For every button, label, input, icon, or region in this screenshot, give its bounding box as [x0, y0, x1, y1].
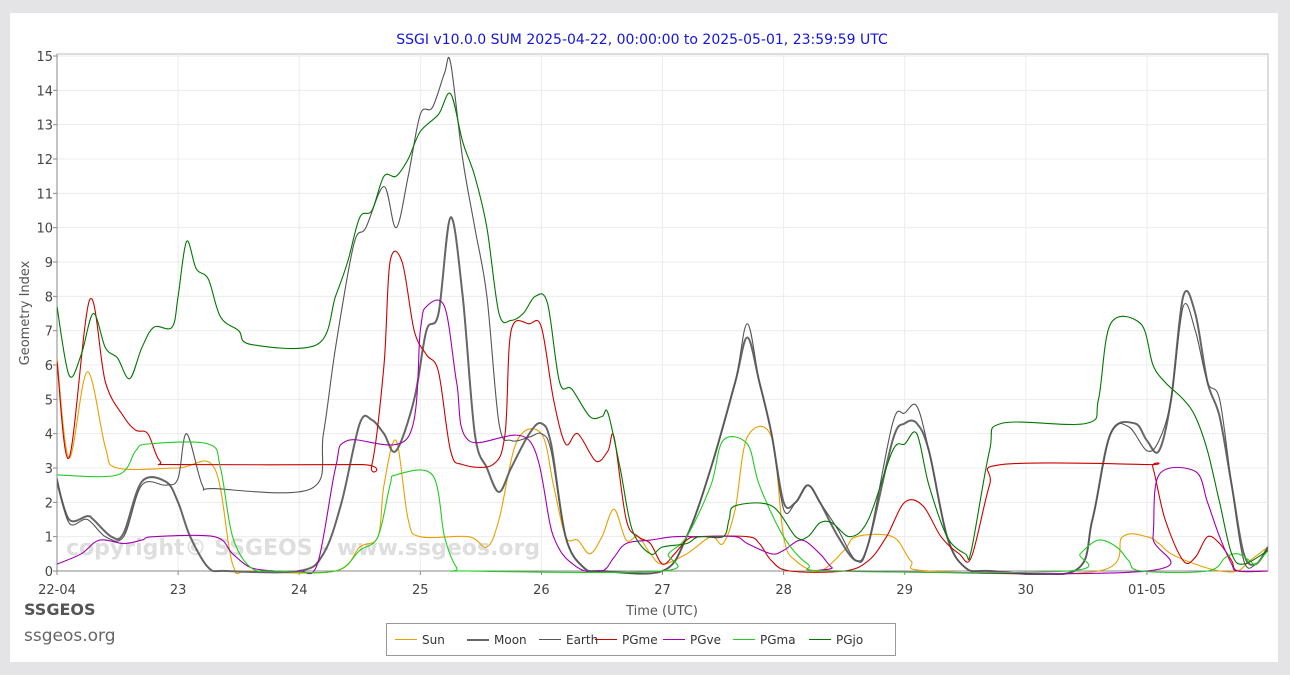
legend-label: Earth — [566, 632, 599, 647]
y-tick-label: 15 — [36, 50, 53, 65]
legend-label: Sun — [422, 632, 445, 647]
legend-label: PGjo — [836, 632, 864, 647]
y-tick-label: 3 — [45, 462, 53, 477]
legend-item-sun: Sun — [395, 624, 445, 655]
y-tick-label: 11 — [36, 187, 53, 202]
y-tick-label: 2 — [45, 496, 53, 511]
y-tick-label: 6 — [45, 359, 53, 374]
y-tick-label: 0 — [45, 565, 53, 580]
x-axis-label: Time (UTC) — [625, 604, 698, 619]
y-tick-label: 12 — [36, 153, 53, 168]
legend-swatch — [467, 638, 489, 641]
y-tick-label: 1 — [45, 531, 53, 546]
x-tick-label: 28 — [775, 583, 792, 598]
legend-label: Moon — [494, 632, 527, 647]
y-tick-label: 8 — [45, 290, 53, 305]
y-tick-label: 14 — [36, 84, 53, 99]
x-tick-label: 26 — [533, 583, 550, 598]
legend-item-earth: Earth — [539, 624, 598, 655]
chart-legend: Sun Moon Earth PGme PGve PGma PGjo — [386, 623, 896, 656]
x-tick-label: 27 — [654, 583, 671, 598]
y-tick-label: 9 — [45, 256, 53, 271]
y-tick-label: 5 — [45, 393, 53, 408]
series-line-pgma — [57, 436, 1268, 574]
y-axis-label: Geometry Index — [18, 260, 33, 365]
legend-item-moon: Moon — [467, 624, 527, 655]
legend-swatch — [395, 639, 417, 640]
y-tick-label: 10 — [36, 222, 53, 237]
y-tick-label: 7 — [45, 325, 53, 340]
legend-label: PGma — [760, 632, 796, 647]
x-tick-label: 25 — [412, 583, 429, 598]
legend-item-pgjo: PGjo — [809, 624, 863, 655]
y-tick-label: 4 — [45, 428, 53, 443]
legend-swatch — [733, 639, 755, 640]
x-tick-label: 24 — [291, 583, 308, 598]
chart-title: SSGI v10.0.0 SUM 2025-04-22, 00:00:00 to… — [396, 32, 888, 48]
watermark: copyright© SSGEOS - www.ssgeos.org — [66, 536, 540, 561]
legend-swatch — [809, 639, 831, 640]
legend-swatch — [595, 639, 617, 640]
legend-label: PGme — [622, 632, 658, 647]
x-tick-label: 23 — [170, 583, 187, 598]
series-line-pgjo — [57, 92, 1268, 565]
brand-name: SSGEOS — [24, 600, 96, 619]
legend-item-pgme: PGme — [595, 624, 658, 655]
x-tick-label: 22-04 — [38, 583, 76, 598]
legend-item-pgma: PGma — [733, 624, 796, 655]
legend-swatch — [539, 639, 561, 640]
legend-label: PGve — [690, 632, 722, 647]
y-tick-label: 13 — [36, 119, 53, 134]
x-tick-label: 01-05 — [1128, 583, 1166, 598]
brand-url: ssgeos.org — [24, 626, 116, 646]
legend-item-pgve: PGve — [663, 624, 721, 655]
x-tick-label: 30 — [1018, 583, 1035, 598]
x-tick-label: 29 — [896, 583, 913, 598]
legend-swatch — [663, 639, 685, 640]
series-line-earth — [57, 56, 1268, 575]
